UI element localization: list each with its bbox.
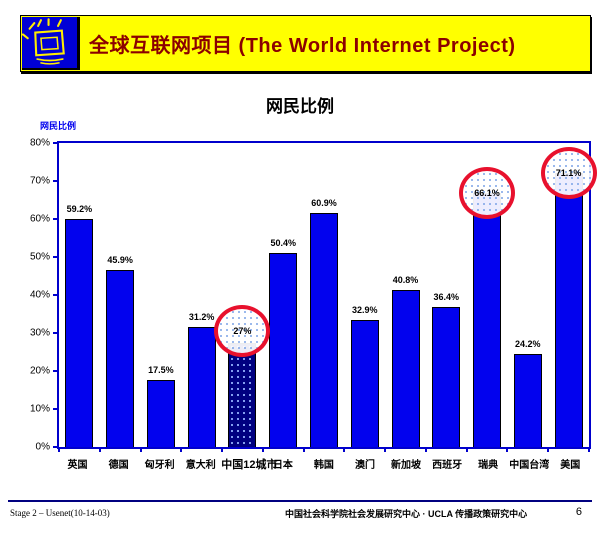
y-tick-mark (53, 370, 59, 372)
bar-中国12城市 (228, 343, 257, 447)
y-tick-label: 30% (29, 327, 50, 339)
y-tick-mark (53, 294, 59, 296)
x-tick-mark (588, 447, 590, 452)
x-category-label: 西班牙 (432, 460, 463, 471)
chart-title: 网民比例 (266, 97, 334, 116)
y-tick-mark (53, 218, 59, 220)
header-banner: 全球互联网项目 (The World Internet Project) (20, 15, 591, 72)
bar-slot-匈牙利: 17.5% (146, 143, 176, 447)
bar-value-label: 24.2% (515, 338, 541, 349)
bar-slot-英国: 59.2% (64, 143, 94, 447)
x-category-label: 美国 (560, 460, 581, 471)
bar-value-label: 40.8% (392, 274, 419, 285)
footer-organizations: 中国社会科学院社会发展研究中心 · UCLA 传播政策研究中心 (285, 509, 528, 519)
bar-slot-新加坡: 40.8% (391, 143, 421, 447)
bar-中国台湾 (513, 353, 542, 447)
bar-value-label: 36.4% (433, 291, 460, 302)
footer-divider (8, 500, 592, 502)
x-axis-labels: 英国 德国 匈牙利 意大利 中国12城市 日本 韩国 澳门 新加坡 西班牙 瑞典 中国台湾 美国 (57, 456, 591, 472)
bar-韩国 (309, 212, 338, 447)
bar-西班牙 (432, 306, 461, 447)
y-tick-label: 70% (29, 175, 50, 187)
bar-slot-日本: 50.4% (268, 143, 298, 447)
x-category-label: 澳门 (354, 460, 375, 471)
bar-匈牙利 (146, 379, 175, 447)
y-tick-mark (53, 256, 59, 258)
bar-英国 (65, 219, 94, 447)
x-category-label: 新加坡 (391, 460, 422, 471)
y-tick-label: 10% (29, 403, 50, 415)
x-tick-mark (506, 447, 509, 452)
plot-area: 59.2% 45.9% 17.5% 31.2% 27% 50.4% 60.9% 32.9% 40… (30, 138, 597, 453)
bar-value-label: 17.5% (148, 364, 174, 375)
y-tick-label: 20% (29, 365, 50, 377)
y-tick-label: 60% (29, 213, 50, 225)
bar-value-label: 59.2% (66, 204, 93, 215)
x-category-label: 中国台湾 (509, 460, 550, 471)
y-axis-title: 网民比例 (40, 121, 77, 131)
x-tick-mark (261, 447, 264, 452)
y-tick-mark (53, 408, 59, 410)
x-tick-mark (58, 447, 60, 452)
x-category-label: 韩国 (313, 460, 334, 471)
bar-slot-澳门: 32.9% (350, 143, 380, 447)
bar-slot-中国台湾: 24.2% (513, 143, 543, 447)
bars-container: 59.2% 45.9% 17.5% 31.2% 27% 50.4% 60.9% 32.9% 40… (59, 143, 597, 447)
bar-value-label: 31.2% (188, 311, 215, 322)
highlight-circle-瑞典: 66.1% (459, 166, 516, 219)
bar-美国 (554, 173, 583, 447)
x-tick-mark (221, 447, 224, 452)
x-tick-mark (547, 447, 550, 452)
x-category-label: 瑞典 (478, 460, 499, 471)
bar-slot-美国: 71.1% (540, 143, 597, 447)
x-category-label: 意大利 (185, 460, 216, 471)
footer-stage-note: Stage 2 – Usenet(10-14-03) (10, 508, 110, 518)
highlight-circle-中国12城市: 27% (214, 305, 271, 358)
bar-value-label: 32.9% (351, 305, 378, 316)
highlight-circle-美国: 71.1% (540, 147, 597, 200)
x-category-label: 日本 (272, 460, 293, 471)
y-tick-mark (53, 142, 59, 144)
x-tick-mark (98, 447, 101, 452)
bar-value-label: 50.4% (270, 237, 296, 248)
bar-value-label: 45.9% (107, 255, 133, 266)
bar-瑞典 (473, 192, 502, 447)
bar-slot-意大利: 31.2% (187, 143, 217, 447)
y-tick-label: 80% (29, 137, 50, 149)
y-tick-label: 0% (35, 441, 50, 453)
x-category-label: 英国 (67, 460, 88, 471)
y-tick-label: 50% (29, 251, 50, 263)
x-category-label: 匈牙利 (144, 460, 175, 471)
x-category-label: 德国 (108, 460, 129, 471)
monitor-rays-logo-icon (22, 17, 80, 70)
y-tick-mark (53, 332, 59, 334)
slide-title: 全球互联网项目 (The World Internet Project) (89, 35, 516, 57)
y-tick-mark (53, 446, 59, 448)
x-tick-mark (465, 447, 468, 452)
bar-slot-中国12城市: 27% (214, 143, 271, 447)
x-tick-mark (180, 447, 183, 452)
bar-slot-韩国: 60.9% (309, 143, 339, 447)
x-tick-mark (139, 447, 142, 452)
bar-日本 (269, 252, 298, 447)
bar-新加坡 (391, 289, 420, 447)
bar-value-label: 60.9% (311, 197, 337, 208)
bar-德国 (106, 270, 135, 447)
bar-slot-德国: 45.9% (105, 143, 135, 447)
bar-slot-西班牙: 36.4% (431, 143, 461, 447)
x-category-label: 中国12城市 (221, 459, 278, 471)
bar-意大利 (187, 326, 216, 447)
x-tick-mark (424, 447, 427, 452)
x-tick-mark (343, 447, 346, 452)
y-tick-label: 40% (29, 289, 50, 301)
x-tick-mark (384, 447, 387, 452)
bar-slot-瑞典: 66.1% (459, 143, 516, 447)
bar-澳门 (350, 320, 379, 447)
page-number: 6 (575, 506, 582, 518)
y-tick-mark (53, 180, 59, 182)
x-tick-mark (302, 447, 305, 452)
